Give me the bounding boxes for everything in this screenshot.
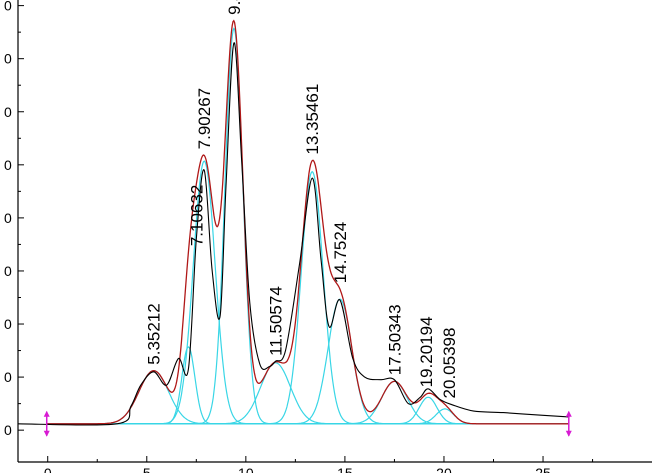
- y-tick-label: 0: [4, 263, 12, 279]
- range-marker-arrow-down: [43, 430, 50, 437]
- x-tick-label: 25: [535, 465, 551, 473]
- peak-label-group: 5.35212 7.10632 7.90267 9.4 11.50574 13.35461…: [145, 0, 459, 398]
- component-peak-curve: [46, 298, 569, 425]
- peak-label: 20.05398: [440, 328, 459, 399]
- peak-label: 5.35212: [145, 303, 164, 364]
- y-tick-label: 0: [4, 51, 12, 67]
- peak-label: 7.10632: [187, 185, 206, 246]
- x-tick-label: 5: [143, 465, 151, 473]
- y-tick-label: 0: [4, 369, 12, 385]
- y-tick-label: 0: [4, 157, 12, 173]
- y-tick-label: 0: [4, 210, 12, 226]
- peak-label: 19.20194: [417, 316, 436, 387]
- component-peak-curve: [46, 396, 569, 425]
- y-tick-label: 0: [4, 104, 12, 120]
- x-tick-label: 20: [436, 465, 452, 473]
- component-peak-curve: [46, 170, 569, 425]
- x-tick-label: 15: [337, 465, 353, 473]
- range-marker-arrow-down: [565, 430, 572, 437]
- cumulative-fit-curve: [46, 19, 569, 425]
- tick-group: 0 0 0 0 0 0 0 0 0 0 5 10 15 20 25: [4, 0, 594, 473]
- range-marker-arrow-up: [565, 410, 572, 417]
- peak-label: 9.4: [225, 0, 244, 15]
- peak-label: 14.7524: [331, 222, 350, 283]
- x-tick-label: 0: [44, 465, 52, 473]
- chart-axes: [17, 0, 652, 463]
- experimental-curve: [17, 42, 569, 426]
- y-tick-label: 0: [4, 0, 12, 14]
- peak-label: 7.90267: [195, 88, 214, 149]
- x-tick-label: 10: [238, 465, 254, 473]
- experimental-trace: [17, 42, 569, 426]
- component-peak-curve: [46, 362, 569, 425]
- range-marker-arrow-up: [43, 410, 50, 417]
- peak-label: 13.35461: [303, 84, 322, 155]
- y-tick-label: 0: [4, 316, 12, 332]
- range-markers: [43, 410, 572, 437]
- cumulative-fit: [46, 19, 569, 425]
- peak-label: 17.50343: [385, 304, 404, 375]
- y-tick-label: 0: [4, 422, 12, 438]
- peak-label: 11.50574: [267, 286, 286, 356]
